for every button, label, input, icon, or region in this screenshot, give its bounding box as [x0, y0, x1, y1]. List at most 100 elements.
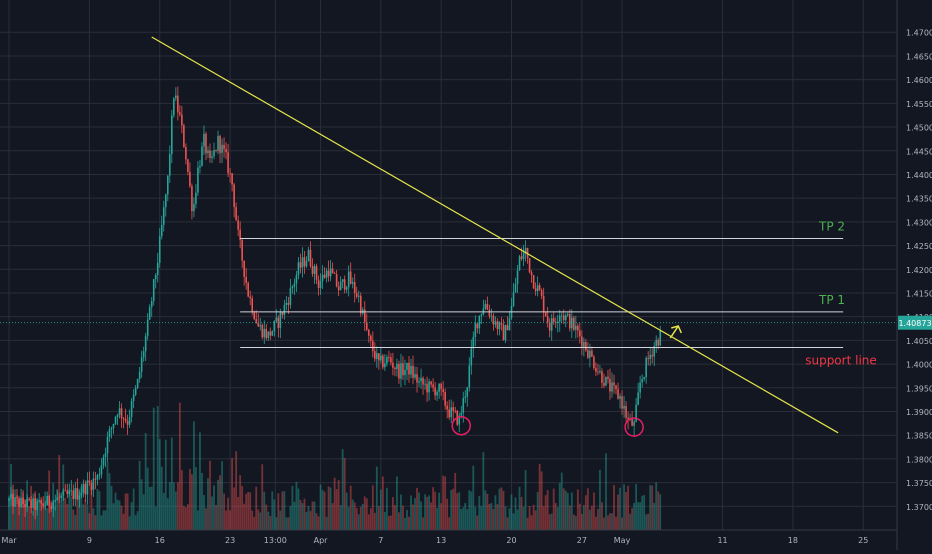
volume-bar	[454, 472, 457, 530]
candle-body	[402, 363, 404, 376]
candle-body	[108, 429, 111, 437]
candle-body	[506, 325, 509, 331]
volume-bar	[367, 514, 370, 530]
volume-bar	[562, 488, 565, 530]
volume-bar	[311, 501, 314, 530]
volume-bar	[542, 506, 545, 530]
price-tick-label: 1.37000	[906, 503, 932, 512]
volume-bar	[653, 502, 656, 530]
candle-body	[579, 330, 581, 337]
candle-body	[10, 493, 12, 499]
candle-body	[593, 356, 595, 369]
candle-body	[46, 496, 48, 506]
volume-bar	[38, 500, 41, 530]
volume-bar	[331, 503, 334, 530]
volume-bar	[166, 498, 169, 530]
candle-body	[335, 273, 338, 287]
candle-body	[152, 279, 155, 302]
volume-bar	[518, 486, 521, 530]
price-tick-label: 1.38500	[906, 432, 932, 441]
volume-bar	[259, 512, 262, 530]
volume-bar	[422, 517, 424, 530]
candle-body	[265, 328, 268, 339]
candle-body	[221, 144, 223, 153]
volume-bar	[307, 505, 310, 530]
volume-bar	[633, 503, 636, 530]
candle-body	[219, 135, 221, 153]
volume-bar	[265, 504, 268, 530]
candle-body	[70, 490, 73, 492]
candle-body	[225, 149, 227, 153]
candle-body	[169, 153, 171, 176]
volume-bar	[176, 482, 179, 530]
candle-body	[235, 207, 237, 221]
volume-bar	[168, 482, 171, 530]
volume-bar	[180, 470, 183, 530]
volume-bar	[494, 495, 497, 530]
candle-body	[458, 415, 461, 425]
candle-body	[601, 371, 603, 383]
volume-bar	[261, 464, 264, 530]
candle-body	[333, 273, 336, 274]
candle-body	[138, 371, 141, 379]
candle-body	[516, 270, 519, 284]
candle-body	[414, 374, 416, 378]
candle-body	[585, 342, 587, 351]
candle-body	[416, 374, 418, 383]
trendline-group[interactable]	[151, 36, 839, 434]
candle-body	[245, 276, 247, 283]
volume-bar	[486, 493, 489, 530]
candle-body	[160, 224, 163, 237]
candle-body	[50, 505, 53, 509]
volume-bar	[550, 513, 553, 530]
candle-body	[562, 315, 565, 321]
volume-bar	[643, 495, 646, 530]
volume-bar	[301, 503, 304, 530]
volume-bar	[414, 498, 416, 530]
volume-bar	[394, 505, 396, 530]
candle-body	[476, 323, 479, 329]
volume-bar	[385, 487, 388, 530]
candle-body	[213, 150, 215, 157]
volume-bar	[387, 515, 390, 530]
arrow-up-icon	[669, 325, 682, 339]
candle-body	[271, 331, 274, 336]
volume-bar	[390, 515, 392, 530]
candle-body	[504, 325, 507, 341]
candle-body	[460, 412, 463, 416]
volume-bar	[383, 511, 386, 530]
candle-body	[166, 175, 169, 195]
volume-bar	[464, 502, 467, 530]
volume-bar	[269, 516, 272, 530]
volume-bar	[434, 491, 437, 530]
date-tick-label: 7	[378, 536, 383, 545]
candle-body	[327, 270, 330, 277]
candle-body	[524, 247, 527, 253]
volume-bar	[548, 514, 551, 530]
candle-body	[293, 283, 296, 287]
price-tick-label: 1.46500	[906, 52, 932, 61]
volume-bar	[237, 497, 240, 530]
candle-body	[102, 456, 105, 466]
horizontal-levels[interactable]: TP 2 TP 1 support line	[240, 219, 877, 367]
volume-bar	[637, 502, 640, 530]
candle-body	[36, 501, 38, 511]
date-tick-label: Apr	[314, 536, 329, 545]
trendline[interactable]	[151, 36, 839, 434]
candle-body	[156, 262, 159, 275]
price-tick-label: 1.45000	[906, 124, 932, 133]
candle-body	[502, 324, 505, 341]
candle-body	[291, 286, 294, 289]
volume-bar	[189, 469, 191, 530]
candle-body	[408, 362, 410, 375]
volume-bar	[347, 506, 350, 530]
volume-bar	[524, 470, 527, 530]
candle-body	[175, 95, 177, 99]
volume-bar	[128, 516, 131, 530]
candle-body	[605, 376, 607, 386]
price-tick-label: 1.46000	[906, 76, 932, 85]
candle-body	[44, 505, 46, 507]
